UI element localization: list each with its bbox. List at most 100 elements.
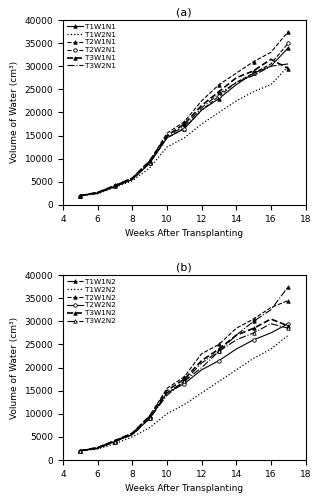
- Line: T1W2N2: T1W2N2: [80, 335, 288, 451]
- T3W2N2: [182, 378, 186, 384]
- Line: T1W1N2: T1W1N2: [78, 285, 290, 452]
- T2W1N1: [269, 50, 273, 56]
- T1W1N2: [78, 448, 82, 454]
- T3W1N2: [148, 413, 152, 419]
- T3W1N2: [96, 444, 100, 450]
- T1W2N1: [252, 88, 255, 94]
- T3W2N1: [113, 184, 117, 190]
- T2W1N1: [217, 82, 221, 87]
- Line: T2W2N1: T2W2N1: [78, 42, 290, 198]
- T1W2N1: [234, 98, 238, 104]
- T1W1N2: [165, 392, 169, 398]
- T2W2N1: [130, 176, 134, 182]
- T1W1N1: [200, 107, 203, 113]
- T2W1N1: [234, 70, 238, 76]
- Line: T3W1N2: T3W1N2: [78, 318, 290, 452]
- T3W1N2: [217, 346, 221, 352]
- T3W1N1: [165, 132, 169, 138]
- T2W1N2: [130, 430, 134, 436]
- T1W2N2: [130, 434, 134, 440]
- T3W1N2: [252, 326, 255, 332]
- T2W2N1: [269, 61, 273, 67]
- T3W1N1: [217, 88, 221, 94]
- T2W2N2: [269, 330, 273, 336]
- T1W1N1: [182, 126, 186, 132]
- T3W2N2: [200, 360, 203, 366]
- T2W2N1: [148, 160, 152, 166]
- Y-axis label: Volume of Water (cm³): Volume of Water (cm³): [10, 316, 19, 418]
- Legend: T1W1N1, T1W2N1, T2W1N1, T2W2N1, T3W1N1, T3W2N1: T1W1N1, T1W2N1, T2W1N1, T2W2N1, T3W1N1, …: [65, 22, 118, 70]
- Line: T3W2N1: T3W2N1: [80, 64, 288, 196]
- T3W1N2: [286, 323, 290, 329]
- T3W2N1: [269, 63, 273, 69]
- T3W1N1: [130, 175, 134, 181]
- T2W2N2: [96, 446, 100, 452]
- T2W2N2: [165, 390, 169, 396]
- Line: T1W2N1: T1W2N1: [80, 66, 288, 196]
- T1W1N2: [200, 364, 203, 370]
- T2W1N1: [182, 118, 186, 124]
- T2W2N2: [113, 438, 117, 444]
- T2W1N2: [252, 316, 255, 322]
- T2W1N2: [113, 438, 117, 444]
- T2W1N1: [130, 175, 134, 181]
- T2W1N2: [234, 326, 238, 332]
- T2W2N2: [78, 448, 82, 454]
- T1W1N1: [234, 82, 238, 87]
- T3W2N1: [234, 80, 238, 86]
- T2W1N2: [217, 342, 221, 347]
- T1W2N1: [78, 192, 82, 198]
- T1W2N1: [96, 191, 100, 197]
- T1W2N1: [165, 144, 169, 150]
- Title: (a): (a): [176, 8, 192, 18]
- T1W1N1: [96, 190, 100, 196]
- T3W2N2: [165, 390, 169, 396]
- T2W2N2: [200, 367, 203, 373]
- T1W1N2: [286, 284, 290, 290]
- T3W2N1: [217, 91, 221, 97]
- T3W2N1: [182, 124, 186, 130]
- T1W2N2: [78, 448, 82, 454]
- T2W1N1: [96, 190, 100, 196]
- T3W1N1: [252, 68, 255, 74]
- T2W2N1: [252, 70, 255, 76]
- T3W2N1: [96, 190, 100, 196]
- T1W1N2: [130, 432, 134, 438]
- T3W2N2: [217, 348, 221, 354]
- Y-axis label: Volume of Water (cm³): Volume of Water (cm³): [10, 62, 19, 164]
- T1W2N1: [148, 165, 152, 171]
- T2W2N1: [182, 126, 186, 132]
- T2W2N1: [286, 40, 290, 46]
- T3W1N2: [269, 316, 273, 322]
- T3W1N1: [234, 75, 238, 81]
- T2W1N1: [148, 158, 152, 164]
- T1W2N2: [252, 356, 255, 362]
- T2W2N1: [200, 107, 203, 113]
- T3W1N2: [200, 358, 203, 364]
- T2W2N1: [78, 192, 82, 198]
- T3W2N2: [78, 448, 82, 454]
- Line: T2W2N2: T2W2N2: [78, 322, 290, 452]
- T3W2N2: [269, 320, 273, 326]
- T1W2N1: [130, 178, 134, 184]
- T1W1N2: [252, 318, 255, 324]
- T3W1N1: [286, 66, 290, 71]
- T1W1N2: [113, 438, 117, 444]
- T3W2N1: [130, 176, 134, 182]
- T1W2N2: [96, 446, 100, 452]
- T2W2N1: [217, 94, 221, 100]
- T3W2N2: [148, 416, 152, 422]
- Line: T3W2N2: T3W2N2: [78, 322, 290, 452]
- T1W2N2: [286, 332, 290, 338]
- T2W1N2: [286, 298, 290, 304]
- T2W1N1: [286, 28, 290, 34]
- T1W2N2: [234, 367, 238, 373]
- T2W1N1: [113, 182, 117, 188]
- T1W1N2: [217, 348, 221, 354]
- T3W2N2: [234, 337, 238, 343]
- T3W2N1: [286, 61, 290, 67]
- T2W2N2: [182, 380, 186, 386]
- T1W1N1: [165, 135, 169, 141]
- X-axis label: Weeks After Transplanting: Weeks After Transplanting: [125, 484, 243, 494]
- T2W2N2: [130, 432, 134, 438]
